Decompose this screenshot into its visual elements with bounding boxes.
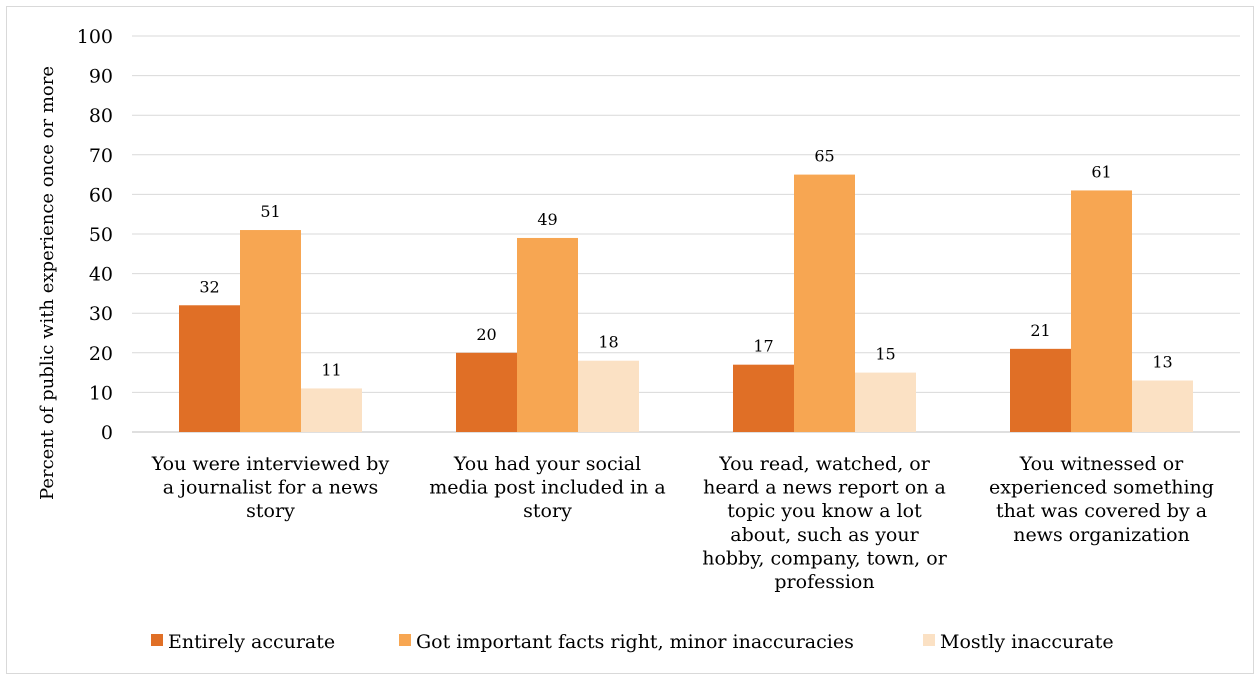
data-label: 51 <box>260 202 280 221</box>
data-label: 20 <box>476 325 496 344</box>
y-axis-label: Percent of public with experience once o… <box>37 66 58 500</box>
y-tick-label: 50 <box>89 224 113 246</box>
data-label: 13 <box>1152 353 1172 372</box>
legend-swatch <box>151 634 163 646</box>
bar <box>794 174 855 432</box>
bar <box>1132 380 1193 432</box>
bar <box>1010 348 1071 432</box>
bars <box>179 174 1193 432</box>
data-label: 15 <box>875 345 895 364</box>
bar <box>855 372 916 432</box>
y-tick-label: 0 <box>101 422 113 444</box>
y-tick-label: 60 <box>89 184 113 206</box>
data-labels: 32 51 11 20 49 18 17 65 15 21 61 13 <box>199 147 1172 380</box>
bar <box>179 305 240 432</box>
data-label: 65 <box>814 147 834 166</box>
x-category-label: You witnessed or experienced something tha… <box>989 453 1214 546</box>
y-tick-label: 70 <box>89 145 113 167</box>
y-tick-label: 30 <box>89 303 113 325</box>
chart-frame <box>6 6 1254 674</box>
bar <box>578 360 639 432</box>
data-label: 21 <box>1030 321 1050 340</box>
data-label: 11 <box>321 360 341 379</box>
y-tick-label: 90 <box>89 66 113 88</box>
y-axis-ticks: 0 10 20 30 40 50 60 70 80 90 100 <box>77 26 113 444</box>
x-category-label: You were interviewed by a journalist for … <box>151 453 390 522</box>
bar <box>517 237 578 432</box>
data-label: 17 <box>753 337 773 356</box>
bar <box>1071 190 1132 432</box>
y-tick-label: 10 <box>89 382 113 404</box>
y-tick-label: 100 <box>77 26 113 48</box>
data-label: 18 <box>598 333 618 352</box>
y-tick-label: 40 <box>89 264 113 286</box>
data-label: 61 <box>1091 162 1111 181</box>
y-tick-label: 20 <box>89 343 113 365</box>
x-axis-categories: You were interviewed by a journalist for … <box>151 453 1214 593</box>
legend-swatch <box>923 634 935 646</box>
y-tick-label: 80 <box>89 105 113 127</box>
legend-label: Entirely accurate <box>168 631 335 653</box>
bar <box>456 352 517 432</box>
data-label: 49 <box>537 210 557 229</box>
bar <box>240 230 301 432</box>
legend: Entirely accurate Got important facts rig… <box>151 631 1114 653</box>
legend-label: Got important facts right, minor inaccur… <box>416 631 854 653</box>
x-category-label: You read, watched, or heard a news report… <box>702 453 947 593</box>
bar <box>301 388 362 432</box>
legend-swatch <box>399 634 411 646</box>
legend-label: Mostly inaccurate <box>940 631 1114 653</box>
x-category-label: You had your social media post included i… <box>429 453 665 522</box>
bar <box>733 364 794 432</box>
data-label: 32 <box>199 277 219 296</box>
